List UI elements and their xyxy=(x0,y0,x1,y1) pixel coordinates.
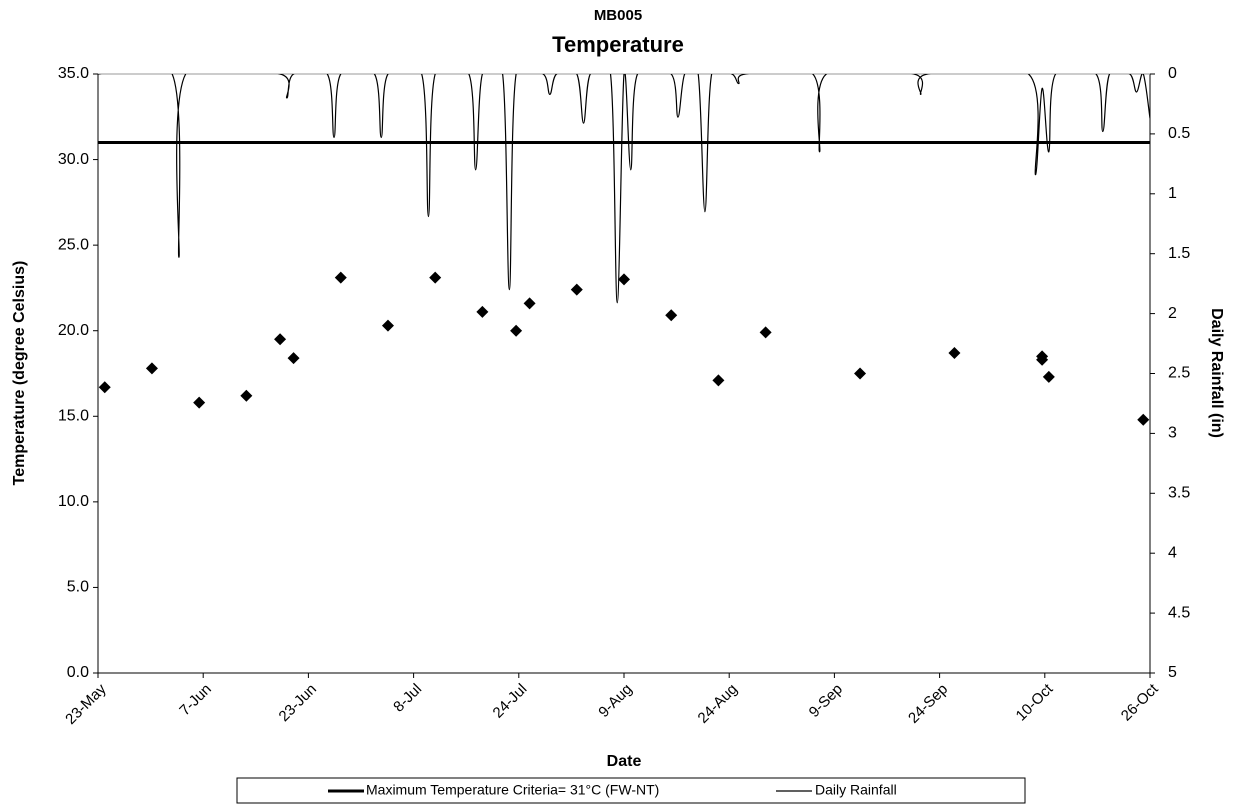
data-point xyxy=(948,346,961,359)
x-tick-label: 24-Jul xyxy=(490,681,531,722)
y2-tick-label: 3 xyxy=(1168,425,1177,442)
data-point xyxy=(1137,413,1150,426)
x-axis-label: Date xyxy=(607,753,642,770)
data-point xyxy=(759,326,772,339)
legend-label: Maximum Temperature Criteria= 31°C (FW-N… xyxy=(366,782,659,798)
data-point xyxy=(1036,353,1049,366)
data-point xyxy=(665,309,678,322)
data-point xyxy=(193,396,206,409)
data-point xyxy=(145,362,158,375)
y2-tick-label: 1.5 xyxy=(1168,245,1190,262)
x-tick-label: 10-Oct xyxy=(1013,680,1057,724)
y-tick-label: 20.0 xyxy=(58,322,89,339)
y2-tick-label: 0.5 xyxy=(1168,125,1190,142)
legend-box xyxy=(236,777,1026,804)
data-point xyxy=(274,333,287,346)
y2-tick-label: 0 xyxy=(1168,65,1177,82)
data-point xyxy=(854,367,867,380)
y-tick-label: 30.0 xyxy=(58,151,89,168)
y2-tick-label: 4.5 xyxy=(1168,604,1190,621)
data-point xyxy=(287,352,300,365)
x-tick-label: 23-Jun xyxy=(276,681,320,725)
data-point xyxy=(570,283,583,296)
data-point xyxy=(98,381,111,394)
data-point xyxy=(476,305,489,318)
y-tick-label: 10.0 xyxy=(58,493,89,510)
y-tick-label: 0.0 xyxy=(67,664,89,681)
y-tick-label: 25.0 xyxy=(58,236,89,253)
y-tick-label: 35.0 xyxy=(58,65,89,82)
x-tick-label: 24-Aug xyxy=(695,681,741,727)
x-tick-label: 7-Jun xyxy=(176,681,215,720)
data-point xyxy=(381,319,394,332)
y2-tick-label: 5 xyxy=(1168,664,1177,681)
y2-tick-label: 2 xyxy=(1168,305,1177,322)
data-point xyxy=(334,271,347,284)
data-point xyxy=(240,389,253,402)
data-point xyxy=(618,273,630,286)
y2-tick-label: 2.5 xyxy=(1168,365,1190,382)
data-point xyxy=(523,297,536,310)
data-point xyxy=(429,271,442,284)
data-point xyxy=(1042,370,1055,383)
y2-tick-label: 3.5 xyxy=(1168,485,1190,502)
y2-axis-label: Daily Rainfall (in) xyxy=(1208,308,1225,438)
x-tick-label: 8-Jul xyxy=(390,681,425,716)
chart-subtitle: MB005 xyxy=(594,7,642,24)
x-tick-label: 24-Sep xyxy=(905,681,951,727)
x-tick-label: 23-May xyxy=(62,680,110,728)
y2-tick-label: 1 xyxy=(1168,185,1177,202)
y-tick-label: 15.0 xyxy=(58,408,89,425)
legend-label: Daily Rainfall xyxy=(815,782,897,798)
x-tick-label: 9-Aug xyxy=(595,681,635,721)
plot-area xyxy=(98,74,1150,304)
x-tick-label: 9-Sep xyxy=(806,681,846,721)
x-tick-label: 26-Oct xyxy=(1118,680,1162,724)
data-point xyxy=(712,374,725,387)
data-point xyxy=(510,324,523,337)
rainfall-line xyxy=(98,74,1150,304)
y-axis-label: Temperature (degree Celsius) xyxy=(11,261,28,486)
y2-tick-label: 4 xyxy=(1168,544,1177,561)
chart-title: Temperature xyxy=(552,32,684,57)
y-tick-label: 5.0 xyxy=(67,579,89,596)
